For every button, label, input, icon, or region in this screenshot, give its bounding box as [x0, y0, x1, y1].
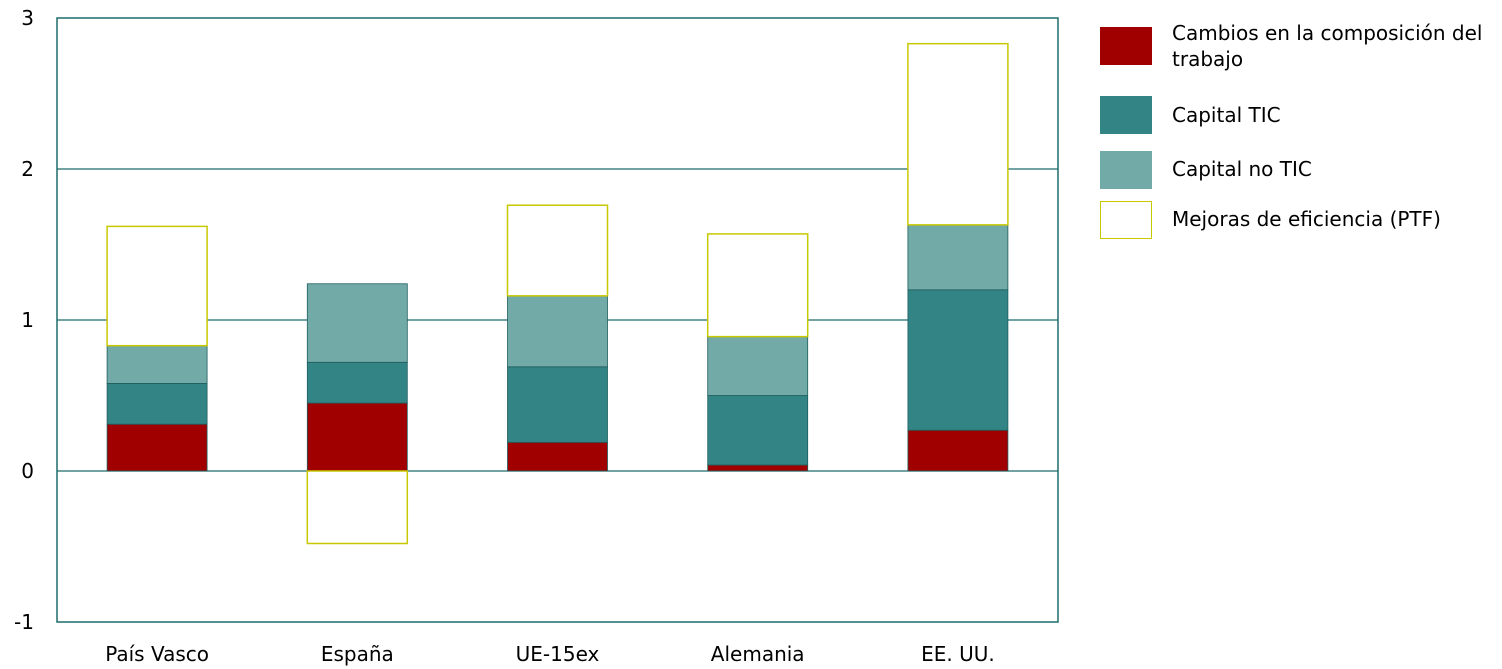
plot-frame [56, 17, 1059, 623]
bar-segment [106, 345, 208, 384]
bars [106, 42, 1009, 545]
legend-item-capital-tic: Capital TIC [1100, 96, 1502, 146]
bar-segment [306, 470, 409, 545]
bar-segment [106, 383, 208, 425]
bar-segment [306, 283, 408, 363]
legend-swatch-composition [1100, 27, 1152, 65]
bar-segment [707, 395, 809, 466]
y-tick-label: -1 [14, 610, 34, 634]
bar-segment [707, 336, 809, 396]
x-category-label: España [321, 642, 394, 666]
y-tick-label: 0 [21, 459, 34, 483]
legend-label-capital-tic: Capital TIC [1172, 103, 1281, 127]
bar-chart: -1 0 1 2 3 País Vasco España UE-15ex Alemania EE… [14, 6, 1059, 666]
x-axis-categories: País Vasco España UE-15ex Alemania EE. UU. [105, 642, 995, 666]
bar-segment [907, 42, 1009, 226]
legend-swatch-ptf [1100, 201, 1152, 239]
x-category-label: UE-15ex [516, 642, 600, 666]
bar-segment [706, 233, 809, 338]
bar-segment [106, 225, 208, 347]
legend-swatch-capital-no-tic [1100, 151, 1152, 189]
y-tick-label: 1 [21, 308, 34, 332]
y-axis-ticks: -1 0 1 2 3 [14, 6, 34, 634]
bar-segment [306, 361, 408, 404]
legend: Cambios en la composición del trabajo Ca… [1100, 20, 1502, 246]
bar-segment [907, 429, 1009, 472]
bar-segment [707, 464, 809, 472]
legend-label-composition: Cambios en la composición del trabajo [1172, 21, 1483, 71]
bar-segment [507, 366, 608, 443]
legend-swatch-capital-tic [1100, 96, 1152, 134]
x-category-label: Alemania [711, 642, 805, 666]
bar-segment [507, 295, 608, 368]
y-tick-label: 3 [21, 6, 34, 30]
legend-label-capital-no-tic: Capital no TIC [1172, 157, 1312, 181]
legend-label-ptf: Mejoras de eficiencia (PTF) [1172, 207, 1441, 231]
x-category-label: EE. UU. [921, 642, 995, 666]
y-tick-label: 2 [21, 157, 34, 181]
legend-item-composition: Cambios en la composición del trabajo [1100, 20, 1502, 96]
bar-segment [506, 204, 609, 297]
x-category-label: País Vasco [105, 642, 209, 666]
bar-segment [907, 224, 1009, 291]
bar-segment [907, 289, 1009, 431]
bar-segment [106, 423, 208, 472]
legend-item-capital-no-tic: Capital no TIC [1100, 146, 1502, 196]
bar-segment [306, 402, 408, 472]
bar-segment [507, 441, 608, 472]
legend-item-ptf: Mejoras de eficiencia (PTF) [1100, 196, 1502, 246]
